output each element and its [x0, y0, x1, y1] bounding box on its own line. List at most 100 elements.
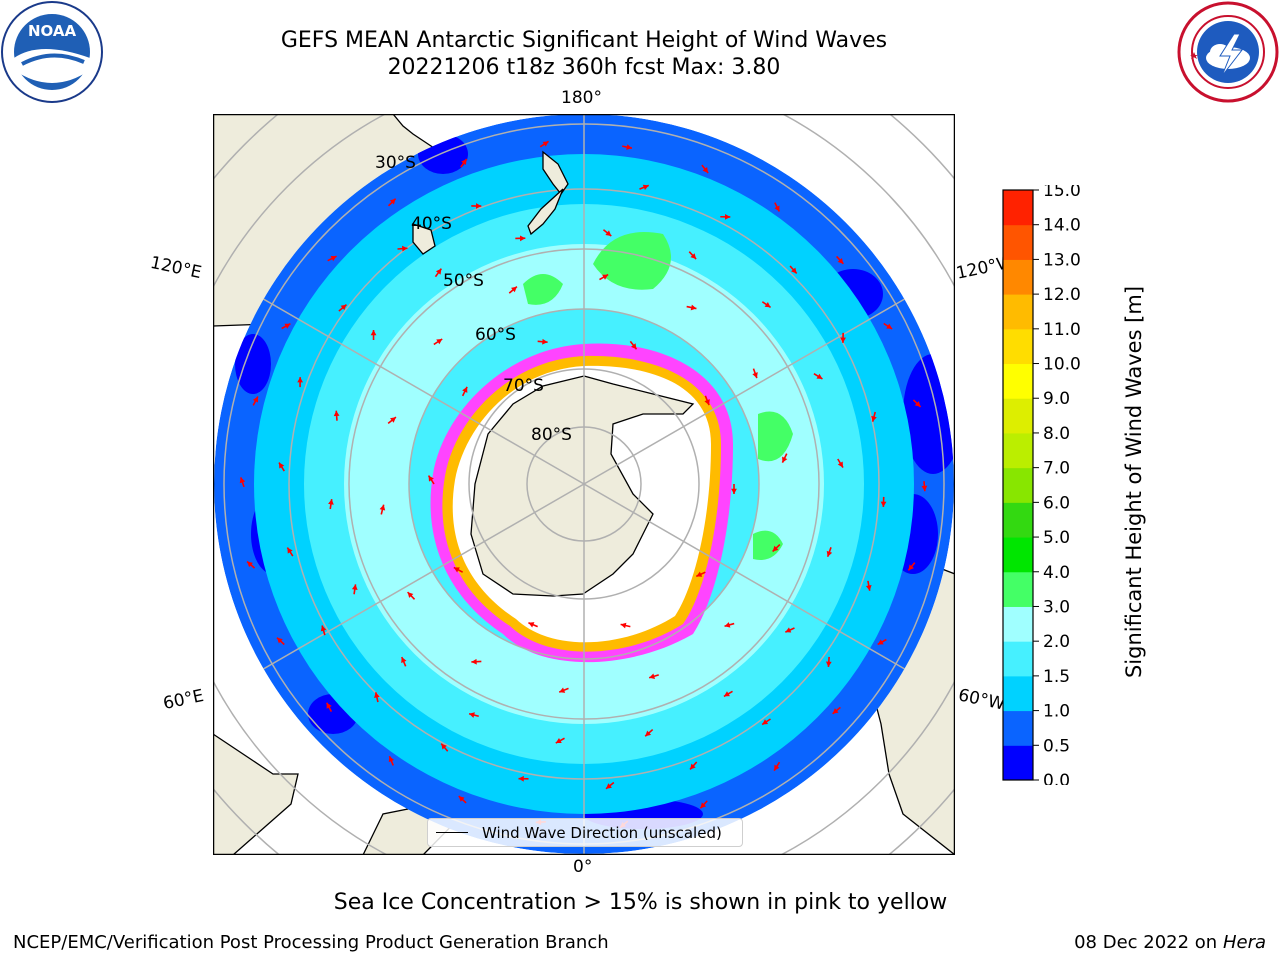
wind-wave-direction-arrows	[239, 140, 928, 829]
wave-direction-arrowhead	[774, 205, 780, 212]
colorbar-tick-label: 8.0	[1043, 424, 1070, 444]
wave-direction-arrowhead	[724, 213, 731, 220]
colorbar-segment	[1003, 502, 1033, 538]
wave-direction-arrowhead	[453, 567, 460, 573]
wave-direction-arrowhead	[921, 485, 928, 492]
wave-direction-arrowhead	[511, 286, 517, 293]
colorbar-segment	[1003, 224, 1033, 260]
wave-direction-arrowhead	[605, 230, 612, 236]
wave-direction-arrowhead	[690, 304, 697, 311]
wave-direction-arrowhead	[880, 501, 887, 507]
wave-direction-arrowhead	[333, 410, 340, 417]
lon-label-0: 0°	[573, 857, 593, 877]
colorbar-tick-label: 5.0	[1043, 528, 1070, 548]
colorbar-tick-label: 13.0	[1043, 250, 1081, 270]
wave-direction-arrowhead	[837, 257, 844, 264]
lat-label-50s: 50°S	[443, 271, 484, 291]
wave-direction-arrowhead	[837, 461, 843, 468]
wave-direction-arrowhead	[782, 456, 788, 463]
wave-direction-arrowhead	[908, 564, 914, 571]
wave-direction-arrowhead	[389, 198, 396, 205]
colorbar-tick-label: 14.0	[1043, 216, 1081, 236]
wave-direction-arrowhead	[826, 550, 833, 557]
wave-direction-arrowhead	[441, 743, 447, 750]
wave-direction-arrowhead	[642, 184, 649, 191]
colorbar-segment	[1003, 467, 1033, 503]
wave-direction-arrowhead	[816, 373, 823, 379]
wave-direction-arrowhead	[871, 415, 877, 422]
wave-direction-arrowhead	[402, 245, 408, 252]
footer-branch: NCEP/EMC/Verification Post Processing Pr…	[13, 932, 609, 953]
polar-map: 30°S 40°S 50°S 60°S 70°S 80°S	[212, 113, 956, 856]
colorbar-tick-label: 2.0	[1043, 632, 1070, 652]
wave-direction-arrowhead	[340, 304, 347, 311]
colorbar-segment	[1003, 190, 1033, 226]
wave-direction-arrowhead	[388, 756, 395, 763]
lat-label-70s: 70°S	[503, 376, 544, 396]
colorbar-segment	[1003, 328, 1033, 365]
wave-direction-arrowhead	[247, 561, 253, 568]
wave-direction-arrowhead	[791, 267, 797, 274]
wave-direction-arrowhead	[436, 339, 443, 345]
wave-direction-arrowhead	[326, 702, 332, 709]
colorbar-segment	[1003, 294, 1033, 330]
wave-direction-arrowhead	[606, 783, 612, 789]
wave-direction-arrowhead	[865, 585, 872, 591]
wave-direction-arrowhead	[469, 712, 475, 718]
colorbar-label: Significant Height of Wind Waves [m]	[1122, 285, 1146, 679]
wave-direction-arrowhead	[723, 691, 730, 697]
colorbar-tick-label: 7.0	[1043, 459, 1070, 479]
wave-direction-arrowhead	[287, 547, 293, 554]
wave-direction-arrowhead	[458, 796, 465, 802]
colorbar-segment	[1003, 432, 1033, 469]
wave-direction-arrowhead	[542, 338, 548, 345]
colorbar-tick-label: 1.0	[1043, 702, 1070, 722]
wave-direction-arrowhead	[462, 386, 468, 393]
legend-line-swatch	[436, 832, 468, 833]
wave-direction-arrowhead	[330, 255, 337, 262]
wave-direction-arrowhead	[542, 141, 549, 147]
colorbar-tick-label: 11.0	[1043, 320, 1081, 340]
wave-direction-arrowhead	[690, 763, 696, 770]
noaa-logo: NOAA	[0, 0, 104, 104]
wave-direction-arrowhead	[696, 571, 703, 577]
colorbar-segment	[1003, 537, 1033, 573]
wave-direction-arrowhead	[475, 203, 482, 209]
wave-direction-arrowhead	[370, 330, 377, 336]
wave-direction-arrowhead	[886, 323, 893, 329]
wave-direction-arrowhead	[762, 719, 769, 725]
wave-direction-arrowhead	[428, 475, 434, 482]
wave-direction-arrowhead	[700, 802, 707, 809]
colorbar-segment	[1003, 363, 1033, 399]
wave-direction-arrowhead	[772, 545, 779, 552]
wave-direction-arrowhead	[620, 622, 627, 629]
footer-date-text: 08 Dec 2022 on	[1074, 932, 1218, 953]
colorbar-segment	[1003, 710, 1033, 746]
wave-direction-arrowhead	[435, 268, 442, 275]
wave-direction-arrowhead	[774, 764, 780, 771]
footer-date: 08 Dec 2022 on Hera	[1074, 932, 1266, 953]
wave-direction-arrowhead	[252, 396, 258, 403]
colorbar-segment	[1003, 606, 1033, 642]
colorbar-segment	[1003, 641, 1033, 677]
wave-direction-arrowhead	[832, 708, 839, 714]
wave-direction-arrowhead	[520, 235, 526, 242]
wave-direction-arrowhead	[702, 167, 709, 173]
lat-label-80s: 80°S	[531, 425, 572, 445]
wave-direction-arrowhead	[320, 625, 327, 632]
colorbar-tick-label: 12.0	[1043, 285, 1081, 305]
lat-label-60s: 60°S	[475, 325, 516, 345]
noaa-logo-text: NOAA	[28, 22, 77, 40]
wave-direction-arrowhead	[374, 692, 380, 699]
map-legend: Wind Wave Direction (unscaled)	[427, 818, 743, 847]
colorbar-tick-label: 1.5	[1043, 667, 1070, 687]
wave-direction-arrowhead	[752, 372, 758, 379]
wave-direction-arrowhead	[555, 737, 562, 744]
footer-host: Hera	[1222, 932, 1266, 953]
colorbar-label-box: Significant Height of Wind Waves [m]	[1104, 187, 1164, 777]
lat-label-30s: 30°S	[375, 153, 416, 173]
wave-direction-arrowhead	[239, 477, 246, 484]
wave-direction-arrowhead	[401, 657, 407, 664]
colorbar: 0.0 0.5 1.0 1.5 2.0 3.0 4.0 5.0 6.0 7.0 8.0 9.0 10.0…	[1000, 181, 1120, 791]
colorbar-tick-label: 9.0	[1043, 389, 1070, 409]
